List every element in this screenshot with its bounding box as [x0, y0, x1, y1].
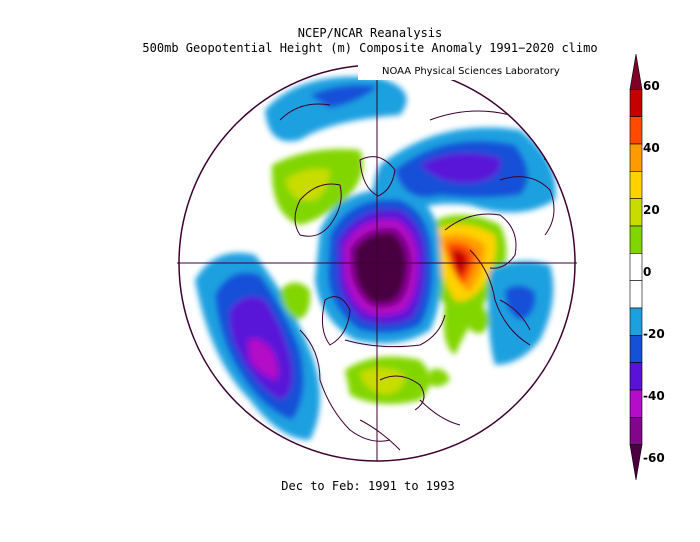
colorbar-cell [629, 417, 643, 445]
colorbar-cell [629, 89, 643, 117]
colorbar-label-neg40: -40 [643, 389, 665, 403]
colorbar-cell [629, 389, 643, 418]
date-range-footer: Dec to Feb: 1991 to 1993 [281, 479, 455, 493]
title-line-1: NCEP/NCAR Reanalysis [297, 26, 443, 40]
colorbar-label-60: 60 [643, 79, 660, 93]
colorbar-cell [629, 253, 643, 281]
colorbar-cell [629, 280, 643, 309]
colorbar-label-neg60: -60 [643, 451, 665, 465]
colorbar-cell [629, 143, 643, 172]
anomaly-field [179, 65, 575, 461]
colorbar-label-0: 0 [643, 265, 652, 279]
colorbar-cell [629, 335, 643, 363]
colorbar [629, 53, 643, 481]
colorbar-label-20: 20 [643, 203, 660, 217]
title-line-2: 500mb Geopotential Height (m) Composite … [142, 41, 598, 55]
colorbar-cell [629, 362, 643, 391]
credit-label: NOAA Physical Sciences Laboratory [358, 64, 604, 80]
colorbar-cell [629, 444, 643, 481]
colorbar-cell [629, 225, 643, 254]
colorbar-cell [629, 171, 643, 199]
colorbar-cell [629, 53, 643, 90]
colorbar-label-40: 40 [643, 141, 660, 155]
colorbar-label-neg20: -20 [643, 327, 665, 341]
colorbar-cell [629, 307, 643, 336]
colorbar-cell [629, 198, 643, 227]
colorbar-cell [629, 116, 643, 145]
